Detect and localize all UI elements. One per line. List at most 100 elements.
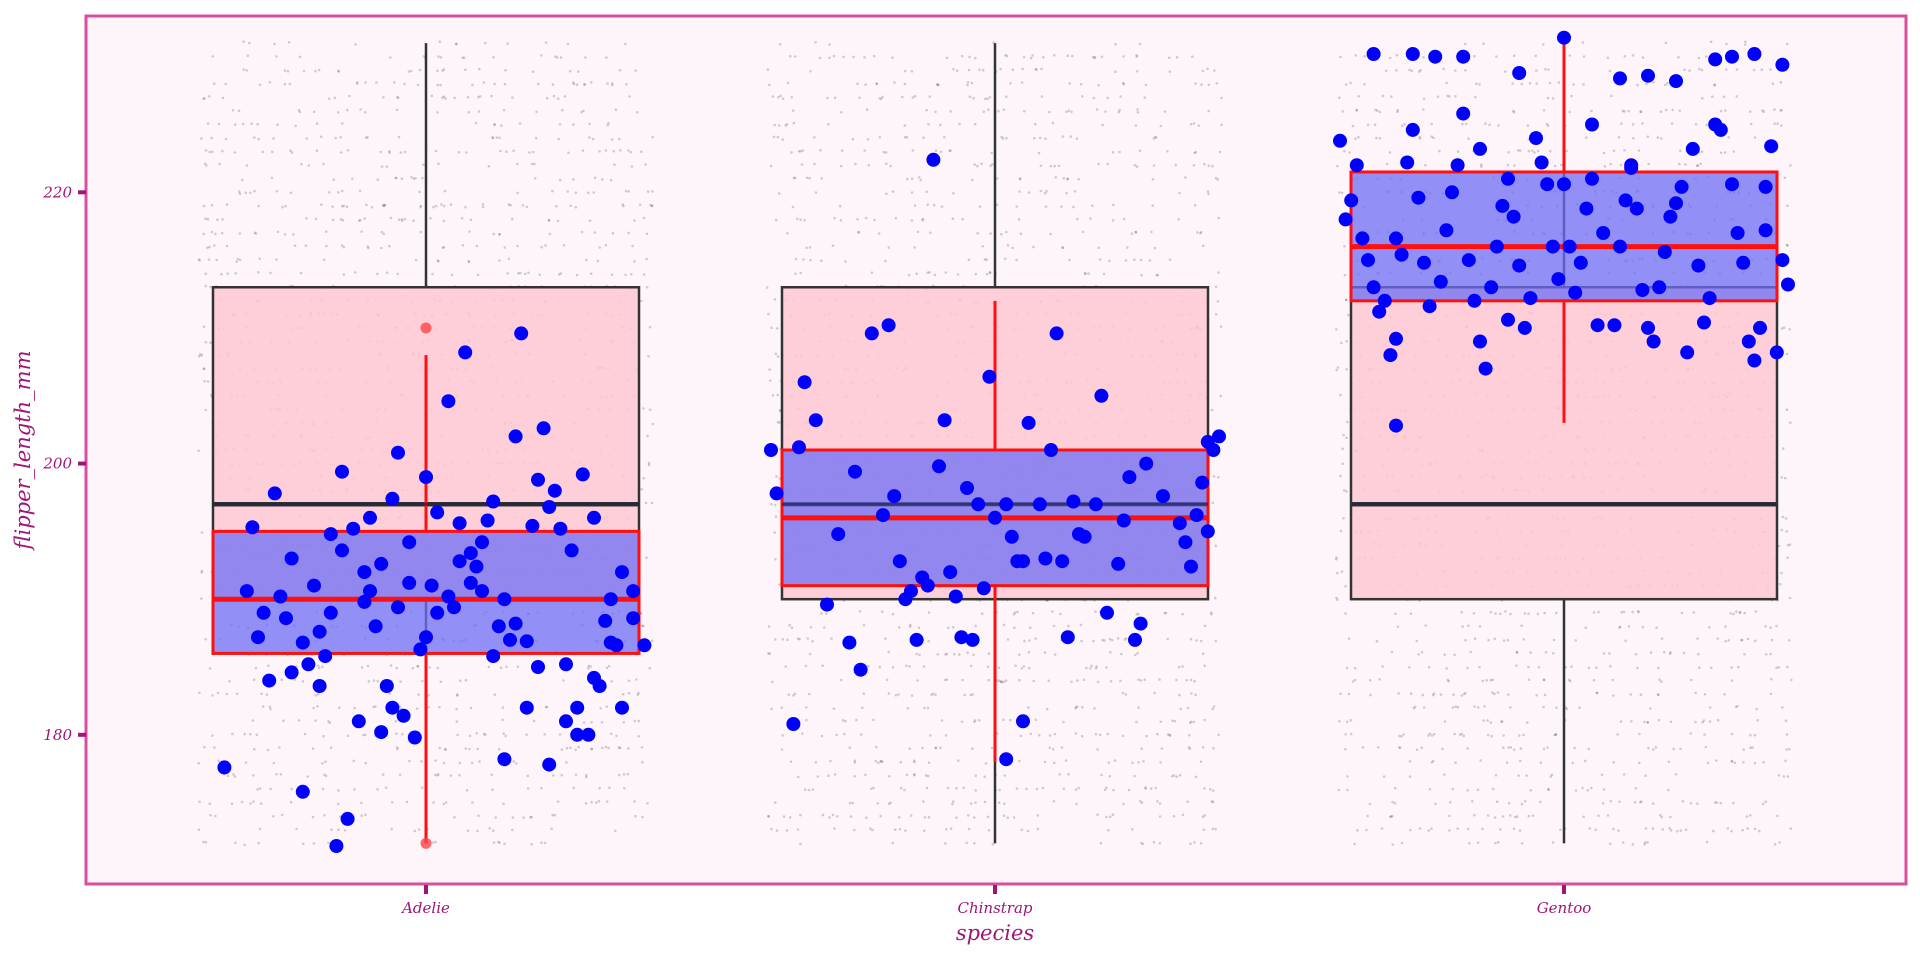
background-dot [1616, 733, 1619, 736]
background-dot [627, 231, 630, 235]
background-dot [575, 83, 579, 87]
background-dot [1582, 83, 1585, 86]
background-dot [380, 165, 384, 168]
background-dot [243, 732, 246, 736]
background-dot [1743, 653, 1746, 656]
background-dot [871, 828, 874, 832]
background-dot [1422, 97, 1426, 101]
background-dot [323, 773, 326, 777]
background-dot [493, 123, 497, 126]
data-point [368, 619, 383, 634]
data-point [1596, 226, 1611, 240]
background-dot [1194, 693, 1197, 696]
background-dot [1420, 650, 1424, 654]
background-dot [1102, 272, 1106, 276]
background-dot [531, 70, 535, 73]
background-dot [1549, 775, 1553, 778]
background-dot [802, 258, 805, 261]
background-dot [1041, 786, 1045, 790]
background-dot [322, 162, 325, 166]
background-dot [1636, 666, 1639, 670]
background-dot [1340, 191, 1344, 195]
background-dot [621, 203, 624, 206]
background-dot [1368, 679, 1372, 682]
background-dot [1574, 639, 1577, 642]
background-dot [289, 149, 292, 152]
data-point [295, 635, 310, 650]
background-dot [1427, 665, 1431, 669]
background-dot [394, 719, 398, 723]
background-dot [479, 95, 482, 98]
background-dot [909, 814, 913, 817]
background-dot [203, 367, 206, 371]
background-dot [1749, 746, 1752, 749]
background-dot [1422, 108, 1425, 111]
background-dot [1542, 109, 1546, 112]
background-dot [1118, 108, 1121, 112]
background-dot [252, 800, 255, 803]
data-point [587, 510, 601, 525]
background-dot [403, 217, 407, 221]
background-dot [1531, 814, 1535, 817]
data-point [458, 345, 473, 360]
background-dot [1080, 734, 1084, 738]
background-dot [1582, 815, 1585, 819]
background-dot [443, 747, 447, 751]
data-point [391, 445, 405, 460]
background-dot [1785, 408, 1789, 412]
background-dot [302, 69, 306, 73]
background-dot [1385, 162, 1389, 166]
data-point [1758, 223, 1773, 238]
background-dot [1512, 827, 1516, 831]
background-dot [887, 692, 891, 695]
background-dot [210, 203, 214, 207]
background-dot [199, 352, 202, 356]
background-dot [1590, 786, 1593, 790]
background-dot [1694, 123, 1698, 126]
background-dot [467, 111, 471, 114]
background-dot [336, 111, 340, 114]
background-dot [1692, 611, 1696, 614]
background-dot [587, 664, 590, 668]
background-dot [1151, 178, 1155, 181]
background-dot [1743, 43, 1747, 46]
background-dot [1443, 720, 1447, 723]
background-dot [806, 637, 810, 640]
background-dot [828, 56, 831, 60]
background-dot [572, 786, 575, 790]
data-point [909, 632, 924, 647]
background-dot [859, 733, 863, 736]
background-dot [1144, 786, 1147, 789]
background-dot [1529, 651, 1532, 654]
background-dot [213, 746, 216, 749]
background-dot [204, 340, 208, 344]
background-dot [317, 666, 321, 670]
background-dot [314, 217, 318, 221]
background-dot [311, 815, 315, 819]
background-dot [1473, 637, 1477, 640]
background-dot [808, 652, 812, 656]
background-dot [464, 747, 468, 750]
background-dot [366, 245, 370, 248]
background-dot [788, 816, 792, 819]
background-dot [857, 231, 861, 234]
data-point [447, 600, 461, 615]
data-point [1691, 258, 1706, 273]
background-dot [971, 747, 974, 750]
background-dot [556, 219, 560, 223]
background-dot [974, 624, 977, 628]
background-dot [793, 692, 797, 696]
background-dot [974, 56, 977, 60]
background-dot [210, 150, 214, 153]
background-dot [1175, 56, 1179, 59]
background-dot [1152, 137, 1156, 140]
background-dot [1337, 788, 1341, 792]
background-dot [646, 802, 649, 805]
background-dot [927, 611, 931, 614]
background-dot [422, 55, 426, 58]
background-dot [1463, 42, 1467, 46]
data-point [419, 630, 433, 645]
background-dot [1363, 83, 1366, 86]
background-dot [1779, 81, 1783, 84]
background-dot [1391, 843, 1394, 846]
